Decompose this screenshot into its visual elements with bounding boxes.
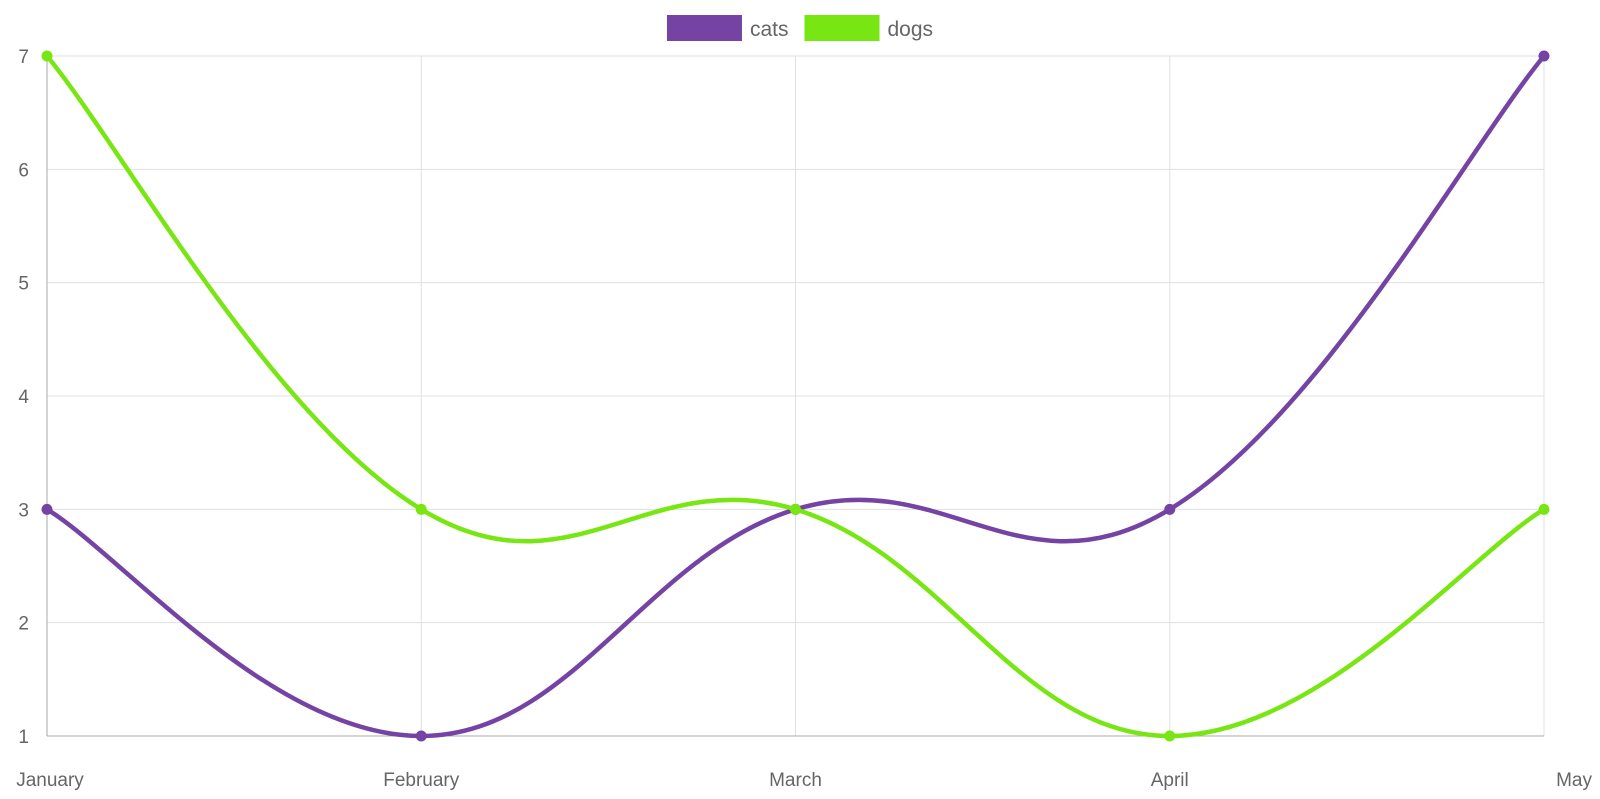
x-tick-label: April: [1151, 770, 1189, 791]
y-tick-label: 1: [18, 727, 29, 748]
legend-swatch: [666, 15, 742, 41]
y-tick-label: 4: [18, 387, 29, 408]
data-point-cats[interactable]: [415, 730, 427, 742]
x-tick-label: March: [769, 770, 822, 791]
x-tick-label: January: [16, 770, 84, 791]
x-tick-label: May: [1556, 770, 1592, 791]
data-point-cats[interactable]: [41, 503, 53, 515]
data-point-cats[interactable]: [1164, 503, 1176, 515]
x-tick-label: February: [383, 770, 460, 791]
legend-swatch: [804, 15, 880, 41]
y-tick-label: 5: [18, 274, 29, 295]
data-point-dogs[interactable]: [1164, 730, 1176, 742]
x-axis-tick-labels: January February March April May: [16, 770, 1592, 791]
data-point-dogs[interactable]: [415, 503, 427, 515]
legend-item-dogs[interactable]: dogs: [804, 15, 933, 41]
data-point-dogs[interactable]: [1538, 503, 1550, 515]
series-line-cats: [44, 53, 1547, 739]
legend-item-cats[interactable]: cats: [666, 15, 789, 41]
data-point-cats[interactable]: [1538, 50, 1550, 62]
data-point-dogs[interactable]: [790, 503, 801, 515]
axes: [46, 56, 1544, 737]
series-line-dogs: [44, 53, 1547, 739]
y-tick-label: 2: [18, 614, 29, 635]
legend-label: dogs: [887, 18, 933, 41]
legend: cats dogs: [666, 15, 933, 41]
grid: [46, 55, 1545, 737]
y-axis-tick-labels: 1 2 3 4 5 6 7: [18, 47, 29, 748]
y-tick-label: 7: [18, 47, 29, 68]
series-cats: [41, 50, 1550, 742]
y-tick-label: 6: [18, 160, 29, 181]
legend-label: cats: [750, 18, 789, 41]
y-tick-label: 3: [18, 500, 29, 521]
data-point-dogs[interactable]: [41, 50, 53, 62]
series-dogs: [41, 50, 1550, 742]
series: [41, 50, 1550, 742]
